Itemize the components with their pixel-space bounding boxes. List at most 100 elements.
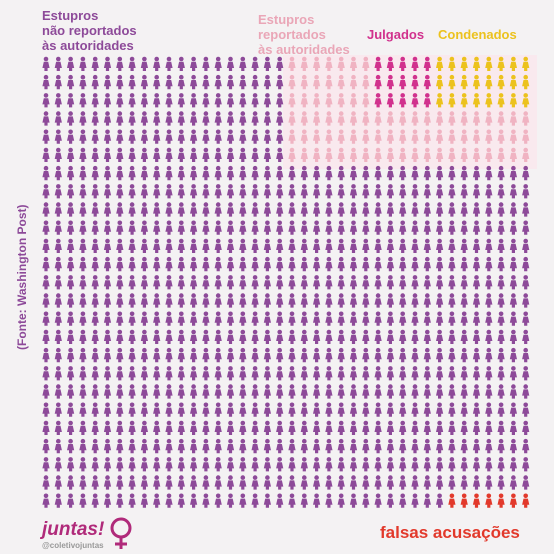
person-icon — [79, 384, 87, 399]
person-icon — [67, 457, 75, 472]
person-icon — [423, 438, 431, 454]
person-icon — [337, 220, 345, 235]
person-icon — [399, 457, 407, 472]
person-icon — [103, 93, 112, 108]
person-icon — [251, 366, 259, 381]
person-icon — [153, 202, 161, 217]
person-icon — [497, 202, 505, 217]
person-icon — [226, 165, 235, 181]
person-icon — [226, 329, 235, 344]
person-icon — [300, 184, 308, 199]
person-icon — [42, 329, 50, 344]
person-icon — [436, 438, 444, 454]
person-icon — [386, 56, 394, 71]
person-icon — [251, 329, 259, 344]
person-icon — [313, 366, 321, 381]
person-icon — [509, 220, 517, 235]
person-icon — [177, 56, 185, 71]
person-icon — [214, 366, 222, 381]
person-icon — [54, 384, 62, 399]
person-icon — [54, 438, 62, 454]
person-icon — [472, 93, 481, 108]
person-icon — [42, 184, 50, 199]
person-icon — [128, 475, 136, 490]
person-icon — [349, 74, 358, 90]
person-icon — [325, 202, 333, 217]
person-icon — [448, 457, 456, 472]
person-icon — [177, 147, 185, 162]
person-icon — [386, 457, 394, 472]
person-icon — [190, 311, 198, 326]
person-icon — [276, 293, 284, 308]
person-icon — [54, 329, 62, 344]
person-icon — [349, 220, 358, 235]
person-icon — [436, 347, 444, 363]
person-icon — [313, 293, 321, 308]
person-icon — [386, 493, 394, 508]
person-icon — [448, 493, 456, 508]
person-icon — [128, 293, 136, 308]
person-icon — [128, 74, 136, 90]
person-icon — [190, 202, 198, 217]
person-icon — [165, 74, 173, 90]
person-icon — [472, 220, 481, 235]
person-icon — [436, 457, 444, 472]
person-icon — [54, 256, 62, 272]
person-icon — [226, 147, 235, 162]
person-icon — [54, 238, 62, 253]
person-icon — [116, 184, 124, 199]
person-icon — [485, 366, 493, 381]
person-icon — [263, 256, 271, 272]
person-icon — [374, 147, 382, 162]
person-icon — [300, 202, 308, 217]
person-icon — [325, 93, 333, 108]
person-icon — [103, 475, 112, 490]
person-icon — [202, 366, 210, 381]
person-icon — [79, 329, 87, 344]
person-icon — [300, 366, 308, 381]
person-icon — [226, 74, 235, 90]
person-icon — [399, 220, 407, 235]
person-icon — [202, 329, 210, 344]
person-icon — [460, 147, 468, 162]
person-icon — [472, 275, 481, 290]
person-icon — [103, 493, 112, 508]
person-icon — [411, 256, 419, 272]
person-icon — [91, 202, 99, 217]
person-icon — [165, 420, 173, 435]
person-icon — [153, 184, 161, 199]
person-icon — [460, 475, 468, 490]
person-icon — [42, 457, 50, 472]
person-icon — [509, 347, 517, 363]
person-icon — [497, 293, 505, 308]
person-icon — [79, 238, 87, 253]
person-icon — [509, 311, 517, 326]
person-icon — [362, 493, 370, 508]
person-icon — [140, 275, 148, 290]
person-icon — [485, 220, 493, 235]
person-icon — [190, 366, 198, 381]
person-icon — [276, 438, 284, 454]
person-icon — [226, 293, 235, 308]
person-icon — [251, 493, 259, 508]
person-icon — [325, 56, 333, 71]
person-icon — [190, 293, 198, 308]
person-icon — [263, 184, 271, 199]
person-icon — [153, 238, 161, 253]
person-icon — [79, 438, 87, 454]
person-icon — [374, 202, 382, 217]
person-icon — [497, 238, 505, 253]
person-icon — [399, 275, 407, 290]
person-icon — [522, 457, 530, 472]
person-icon — [386, 366, 394, 381]
person-icon — [239, 475, 247, 490]
person-icon — [313, 184, 321, 199]
person-icon — [140, 384, 148, 399]
person-icon — [128, 111, 136, 126]
person-icon — [399, 293, 407, 308]
false-label: falsas acusações — [380, 523, 520, 542]
person-icon — [202, 165, 210, 181]
person-icon — [140, 366, 148, 381]
person-icon — [313, 256, 321, 272]
person-icon — [263, 384, 271, 399]
